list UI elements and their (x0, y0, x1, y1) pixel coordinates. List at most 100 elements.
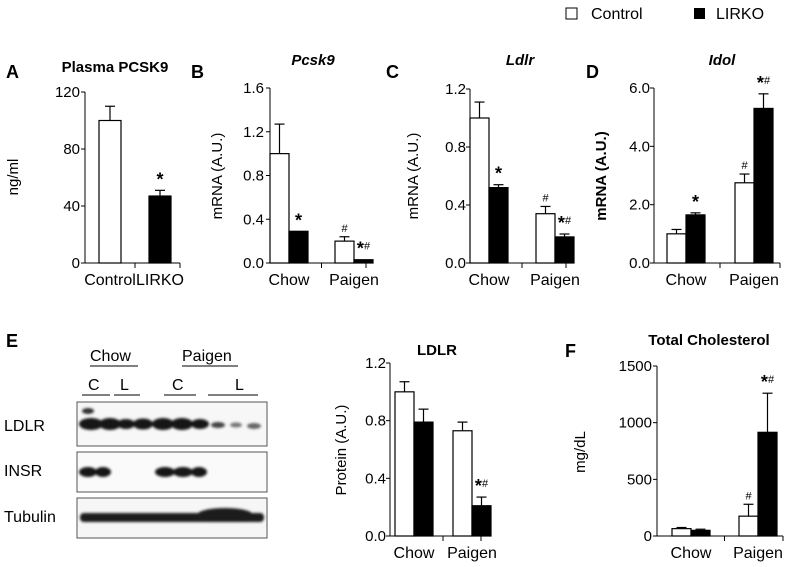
significance-star: * (357, 239, 364, 259)
bar (394, 391, 415, 537)
y-tick-label: 0.0 (445, 255, 466, 272)
y-tick-label: 0.4 (243, 211, 264, 228)
y-tick-label: 1500 (619, 358, 652, 375)
bar (452, 430, 473, 537)
x-tick-label: Paigen (329, 272, 379, 289)
bar (148, 195, 172, 264)
y-tick-label: 500 (627, 471, 652, 488)
blot-group-paigen: Paigen (182, 348, 232, 365)
bar (288, 230, 309, 264)
y-tick-label: 4.0 (629, 138, 650, 155)
chart-title: LDLR (417, 342, 457, 359)
chart-title: Plasma PCSK9 (62, 59, 169, 76)
bar (413, 421, 434, 537)
y-tick-label: 0.8 (445, 139, 466, 156)
bar (469, 117, 490, 264)
y-tick-label: 0.4 (365, 470, 386, 487)
significance-marker: *# (475, 476, 489, 496)
panel-letter-e: E (6, 331, 18, 351)
y-tick-label: 0.0 (365, 528, 386, 545)
bar (488, 187, 509, 264)
chart-title: Pcsk9 (291, 52, 335, 69)
significance-marker: *# (357, 239, 371, 259)
y-tick-label: 1.2 (243, 124, 264, 141)
x-tick-label: LIRKO (136, 272, 184, 289)
bar (690, 529, 711, 537)
y-tick-label: 0.4 (445, 197, 466, 214)
western-blot: Chow Paigen C L C L LDLR INSR Tubulin (4, 348, 268, 539)
significance-star: * (156, 169, 163, 189)
significance-marker: * (495, 164, 502, 184)
y-tick-label: 1000 (619, 415, 652, 432)
legend-control-label: Control (591, 6, 643, 23)
significance-star: * (495, 164, 502, 184)
chart-pcsk9-mrna: Pcsk9 mRNA (A.U.) 0.0 0.4 0.8 1.2 1.6 Chow Paige… (209, 52, 379, 289)
y-axis-label: mRNA (A.U.) (405, 133, 422, 220)
significance-hash: # (764, 75, 771, 87)
significance-marker: # (745, 490, 752, 502)
significance-star: * (295, 210, 302, 230)
bar (334, 240, 355, 264)
panel-letter-a: A (6, 62, 19, 82)
significance-marker: * (295, 210, 302, 230)
legend-lirko-label: LIRKO (716, 6, 764, 23)
bar (535, 213, 556, 264)
panel-letter-f: F (565, 341, 576, 361)
blot-lane-c1: C (88, 377, 100, 394)
bar (471, 505, 492, 537)
bar (554, 236, 575, 264)
bar (753, 107, 774, 264)
y-tick-label: 120 (55, 84, 80, 101)
panel-letter-d: D (586, 62, 599, 82)
blot-row-ldlr: LDLR (4, 418, 45, 435)
chart-total-cholesterol: Total Cholesterol mg/dL 0 500 1000 1500 Chow Pa… (572, 332, 784, 562)
bar (757, 431, 778, 537)
x-tick-label: Paigen (530, 272, 580, 289)
significance-marker: # (741, 160, 748, 172)
significance-marker: * (692, 192, 699, 212)
significance-hash: # (768, 374, 775, 386)
legend-control-swatch (565, 7, 578, 20)
bar (685, 214, 706, 264)
legend-lirko-swatch (694, 8, 705, 19)
significance-star: * (692, 192, 699, 212)
blot-group-chow: Chow (90, 348, 131, 365)
y-tick-label: 0.8 (243, 168, 264, 185)
y-tick-label: 1.6 (243, 80, 264, 97)
bar (738, 515, 759, 537)
significance-marker: *# (558, 213, 572, 233)
y-tick-label: 6.0 (629, 80, 650, 97)
significance-star: * (558, 213, 565, 233)
y-axis-label: mg/dL (572, 431, 589, 473)
significance-star: * (761, 372, 768, 392)
y-tick-label: 2.0 (629, 197, 650, 214)
y-axis-label: mRNA (A.U.) (209, 133, 226, 220)
y-tick-label: 0.8 (365, 413, 386, 430)
chart-title: Idol (709, 52, 736, 69)
blot-tubulin-bands (80, 508, 264, 522)
panel-letter-b: B (191, 62, 204, 82)
significance-marker: # (341, 223, 348, 235)
blot-ldlr-bands (79, 408, 261, 430)
chart-plasma-pcsk9: Plasma PCSK9 ng/ml 0 40 80 120 Control LIRKO * (5, 59, 184, 289)
blot-lane-l1: L (120, 377, 129, 394)
significance-hash: # (741, 160, 748, 172)
significance-hash: # (482, 478, 489, 490)
x-tick-label: Chow (394, 545, 435, 562)
significance-hash: # (745, 490, 752, 502)
x-tick-label: Paigen (733, 545, 783, 562)
y-tick-label: 80 (63, 141, 80, 158)
x-tick-label: Control (84, 272, 136, 289)
y-tick-label: 1.2 (365, 355, 386, 372)
x-tick-label: Paigen (729, 272, 779, 289)
significance-star: * (757, 73, 764, 93)
x-tick-label: Chow (469, 272, 510, 289)
significance-marker: # (542, 192, 549, 204)
bar (98, 119, 122, 264)
y-axis-label: ng/ml (5, 159, 22, 196)
chart-title: Total Cholesterol (648, 332, 769, 349)
bar (666, 233, 687, 264)
